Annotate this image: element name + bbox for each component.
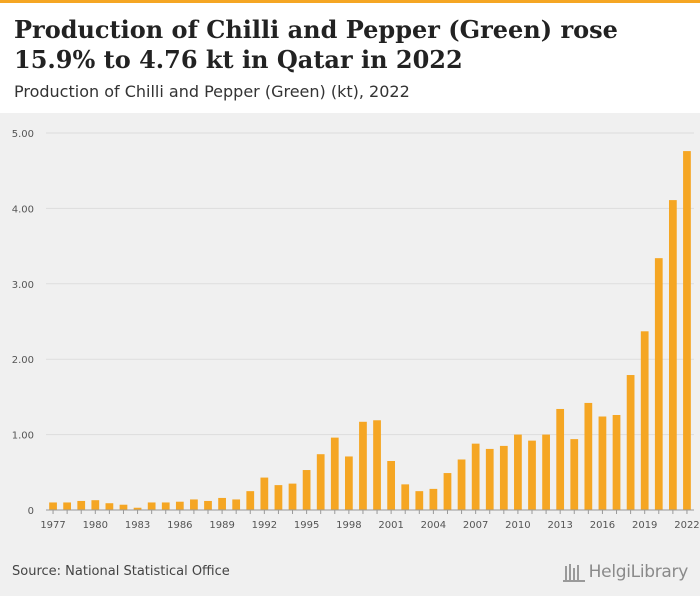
bar	[401, 484, 410, 510]
x-tick-label: 2013	[547, 520, 572, 531]
x-tick-label: 2019	[632, 520, 657, 531]
bar	[471, 443, 480, 510]
chart-title: Production of Chilli and Pepper (Green) …	[14, 15, 618, 74]
bar	[161, 502, 170, 510]
x-tick-label: 2001	[378, 520, 403, 531]
bar	[499, 445, 508, 510]
bar	[49, 502, 57, 510]
bar	[640, 331, 649, 510]
bar	[514, 434, 522, 510]
source-text: Source: National Statistical Office	[12, 564, 230, 579]
bar	[584, 402, 593, 510]
x-tick-label: 1992	[252, 520, 277, 531]
x-tick-label: 1980	[83, 520, 108, 531]
bar	[626, 375, 635, 510]
bar	[302, 470, 311, 510]
bar	[316, 454, 325, 510]
bar	[246, 491, 255, 510]
x-tick-label: 1977	[40, 520, 65, 531]
bar	[429, 488, 438, 510]
bar	[77, 500, 86, 510]
x-tick-label: 2010	[505, 520, 530, 531]
x-tick-label: 1995	[294, 520, 319, 531]
bar	[147, 502, 156, 510]
bar	[359, 421, 367, 510]
footer	[0, 555, 700, 596]
bar	[683, 151, 691, 510]
x-tick-label: 2016	[590, 520, 615, 531]
y-tick-label: 5.00	[12, 129, 34, 140]
x-tick-label: 2004	[421, 520, 446, 531]
bar	[218, 497, 226, 510]
y-tick-label: 3.00	[12, 280, 34, 291]
bar	[387, 460, 396, 510]
bar	[415, 491, 424, 510]
bar	[232, 499, 241, 510]
x-tick-label: 2022	[674, 520, 699, 531]
bar	[457, 459, 466, 510]
bar	[443, 473, 452, 510]
x-tick-label: 1986	[167, 520, 192, 531]
y-tick-label: 0	[28, 506, 34, 517]
bar	[105, 503, 114, 510]
bar	[654, 258, 663, 510]
bar	[330, 437, 339, 510]
helgi-library-logo: HelgiLibrary	[562, 562, 689, 582]
bar	[570, 439, 579, 510]
accent-bar	[0, 0, 700, 3]
bar	[260, 477, 269, 510]
bar	[528, 440, 536, 510]
bar	[542, 434, 550, 510]
bar	[119, 504, 128, 510]
logo-text: HelgiLibrary	[588, 562, 689, 582]
chart-subtitle: Production of Chilli and Pepper (Green) …	[14, 82, 410, 101]
bar	[91, 500, 100, 510]
bar	[288, 483, 297, 510]
bar	[204, 500, 212, 510]
x-tick-label: 1998	[336, 520, 361, 531]
bar	[373, 420, 381, 510]
bar	[190, 499, 198, 510]
library-icon	[562, 564, 585, 582]
bar-chart: 0 1.00 2.00 3.00 4.00 5.00 1977 1980 1983 1986 198…	[12, 129, 700, 531]
bar	[344, 456, 353, 510]
y-tick-label: 2.00	[12, 355, 34, 366]
y-tick-label: 1.00	[12, 431, 34, 442]
x-tick-label: 1983	[125, 520, 150, 531]
bar	[175, 501, 184, 510]
x-tick-label: 2007	[463, 520, 488, 531]
bar	[556, 408, 565, 510]
bar	[133, 507, 142, 510]
bar	[598, 416, 607, 510]
bar	[485, 448, 494, 510]
bar	[668, 200, 677, 510]
header: Production of Chilli and Pepper (Green) …	[0, 3, 700, 113]
y-tick-label: 4.00	[12, 204, 34, 215]
bar	[63, 502, 72, 510]
bar	[274, 485, 283, 510]
bar	[612, 414, 621, 510]
x-tick-label: 1989	[209, 520, 234, 531]
